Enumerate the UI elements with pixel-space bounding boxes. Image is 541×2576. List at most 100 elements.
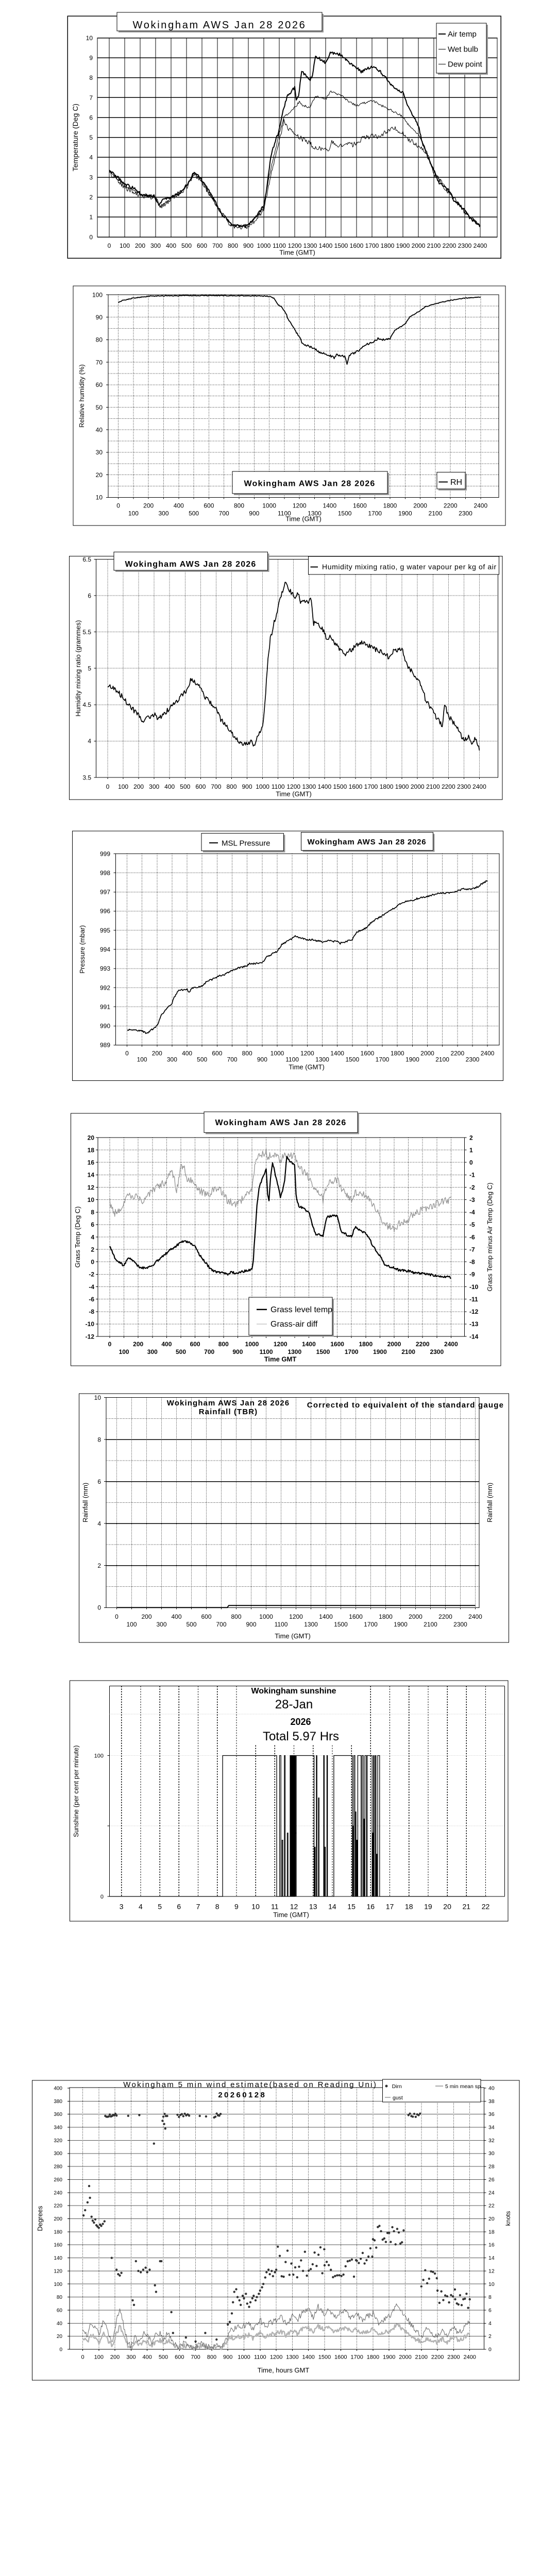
svg-text:260: 260 [54, 2177, 62, 2183]
svg-text:180: 180 [54, 2229, 62, 2235]
svg-text:8: 8 [97, 1436, 101, 1443]
svg-text:0: 0 [97, 1604, 101, 1612]
svg-text:16: 16 [88, 1159, 95, 1166]
svg-text:400: 400 [164, 783, 175, 790]
svg-text:2300: 2300 [457, 783, 471, 790]
svg-text:38: 38 [488, 2098, 495, 2105]
svg-text:10: 10 [94, 1394, 102, 1401]
svg-text:2: 2 [97, 1562, 101, 1569]
svg-text:2000: 2000 [399, 2354, 411, 2361]
svg-text:18: 18 [405, 1903, 413, 1911]
svg-text:1300: 1300 [286, 2354, 298, 2361]
svg-text:4: 4 [97, 1520, 101, 1528]
svg-text:2300: 2300 [458, 242, 472, 249]
svg-text:-10: -10 [469, 1283, 479, 1291]
svg-text:300: 300 [54, 2151, 62, 2157]
svg-text:22: 22 [488, 2203, 495, 2209]
svg-text:700: 700 [219, 510, 229, 517]
svg-text:997: 997 [100, 889, 110, 896]
svg-text:400: 400 [143, 2354, 152, 2361]
svg-text:140: 140 [54, 2256, 62, 2261]
svg-text:4: 4 [91, 1233, 94, 1241]
svg-text:-9: -9 [469, 1271, 475, 1278]
svg-text:1600: 1600 [350, 242, 364, 249]
svg-text:1500: 1500 [334, 242, 348, 249]
svg-text:40: 40 [57, 2321, 63, 2327]
svg-text:Wokingham AWS Jan 28 2026: Wokingham AWS Jan 28 2026 [133, 20, 307, 31]
svg-text:1300: 1300 [288, 1348, 301, 1355]
svg-text:Dew point: Dew point [448, 60, 483, 69]
svg-text:500: 500 [181, 242, 192, 249]
svg-text:80: 80 [96, 336, 103, 344]
svg-text:20: 20 [488, 2216, 495, 2222]
svg-text:14: 14 [488, 2255, 495, 2261]
svg-text:320: 320 [54, 2138, 62, 2144]
svg-text:5.5: 5.5 [82, 629, 91, 636]
svg-text:14: 14 [88, 1172, 95, 1179]
svg-text:1200: 1200 [288, 242, 302, 249]
svg-text:Humidity mixing ratio, g water: Humidity mixing ratio, g water vapour pe… [322, 563, 497, 571]
svg-text:1800: 1800 [359, 1341, 373, 1348]
svg-text:10: 10 [96, 494, 103, 501]
svg-text:100: 100 [126, 1621, 137, 1628]
svg-text:80: 80 [57, 2295, 63, 2300]
svg-text:-13: -13 [469, 1320, 479, 1328]
svg-text:1100: 1100 [285, 1056, 299, 1063]
svg-text:Wokingham AWS Jan 28 2026: Wokingham AWS Jan 28 2026 [244, 480, 376, 488]
svg-text:16: 16 [488, 2242, 495, 2248]
svg-text:12: 12 [290, 1903, 298, 1911]
svg-text:1200: 1200 [274, 1341, 288, 1348]
svg-text:4: 4 [139, 1903, 143, 1911]
svg-text:1900: 1900 [373, 1348, 387, 1355]
svg-text:Time (GMT): Time (GMT) [273, 1911, 309, 1919]
svg-text:8: 8 [215, 1903, 219, 1911]
svg-text:500: 500 [186, 1621, 196, 1628]
svg-text:1600: 1600 [353, 502, 367, 510]
svg-text:120: 120 [54, 2268, 62, 2274]
svg-text:0: 0 [116, 502, 120, 510]
svg-text:600: 600 [197, 242, 207, 249]
svg-text:Dirn: Dirn [392, 2083, 402, 2090]
svg-text:100: 100 [128, 510, 139, 517]
svg-text:600: 600 [204, 502, 214, 510]
svg-text:2200: 2200 [416, 1341, 430, 1348]
svg-text:-10: -10 [86, 1320, 95, 1328]
svg-text:1900: 1900 [394, 1621, 408, 1628]
svg-text:2400: 2400 [468, 1613, 482, 1620]
svg-text:-2: -2 [89, 1271, 94, 1278]
svg-text:Temperature (Deg C): Temperature (Deg C) [71, 104, 79, 172]
svg-text:600: 600 [190, 1341, 200, 1348]
svg-text:1400: 1400 [319, 1613, 333, 1620]
svg-text:700: 700 [227, 1056, 238, 1063]
svg-text:600: 600 [175, 2354, 184, 2361]
svg-text:Relative humidity (%): Relative humidity (%) [78, 364, 86, 428]
svg-text:2200: 2200 [442, 783, 455, 790]
svg-text:30: 30 [488, 2150, 495, 2157]
svg-text:800: 800 [207, 2354, 216, 2361]
svg-text:1900: 1900 [383, 2354, 395, 2361]
svg-text:100: 100 [94, 1753, 104, 1759]
svg-text:1900: 1900 [398, 510, 412, 517]
svg-text:1600: 1600 [361, 1050, 375, 1057]
svg-text:2400: 2400 [444, 1341, 458, 1348]
svg-text:1400: 1400 [319, 242, 333, 249]
svg-text:Wokingham AWS Jan 28 2026: Wokingham AWS Jan 28 2026 [167, 1399, 290, 1408]
svg-text:2100: 2100 [435, 1056, 449, 1063]
svg-text:-4: -4 [469, 1209, 475, 1216]
svg-text:18: 18 [88, 1146, 95, 1154]
svg-text:5: 5 [89, 134, 93, 141]
svg-text:900: 900 [223, 2354, 232, 2361]
svg-text:20: 20 [57, 2334, 63, 2340]
svg-text:0: 0 [125, 1050, 129, 1057]
svg-text:3.5: 3.5 [82, 774, 91, 781]
svg-text:1500: 1500 [316, 1348, 330, 1355]
svg-text:Grass level temp: Grass level temp [270, 1306, 332, 1314]
svg-text:1900: 1900 [396, 242, 410, 249]
svg-text:-4: -4 [89, 1283, 94, 1291]
svg-text:1300: 1300 [315, 1056, 329, 1063]
svg-text:1200: 1200 [270, 2354, 282, 2361]
svg-text:2000: 2000 [411, 783, 425, 790]
svg-text:1000: 1000 [245, 1341, 259, 1348]
svg-text:6: 6 [488, 2307, 492, 2313]
svg-text:2100: 2100 [427, 242, 441, 249]
